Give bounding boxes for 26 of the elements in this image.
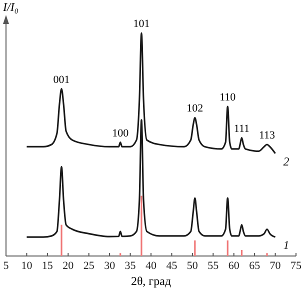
annotation: 113	[258, 130, 276, 142]
x-tick-label: 25	[83, 260, 95, 272]
x-tick-label: 75	[290, 260, 302, 272]
x-tick-label: 40	[146, 260, 157, 272]
series-label: 1	[283, 238, 290, 252]
x-tick-label: 45	[166, 260, 178, 272]
x-tick-label: 50	[186, 260, 198, 272]
annotation: 102	[186, 102, 204, 115]
x-tick-label: 5	[3, 260, 10, 272]
annotation: 001	[53, 74, 70, 86]
annotation: 110	[220, 92, 236, 104]
annotation: 101	[133, 18, 150, 30]
y-axis-title: I/I₀	[2, 0, 18, 14]
series-label: 2	[283, 154, 290, 168]
x-tick-label: 70	[270, 260, 282, 272]
annotation: 100	[112, 127, 130, 140]
annotation: 111	[234, 122, 250, 135]
x-tick-label: 10	[21, 260, 33, 272]
x-tick-label: 15	[42, 260, 54, 272]
x-tick-label: 35	[124, 260, 136, 272]
x-tick-label: 30	[104, 260, 116, 272]
x-tick-label: 55	[208, 260, 220, 272]
x-tick-label: 65	[249, 260, 261, 272]
x-tick-label: 60	[228, 260, 240, 272]
x-tick-label: 20	[62, 260, 74, 272]
x-axis-title: 2θ, град	[130, 274, 172, 288]
